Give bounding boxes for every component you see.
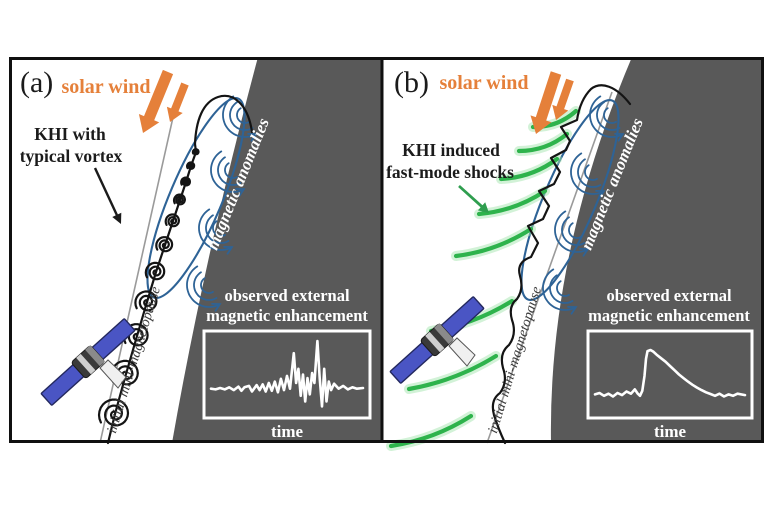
anomaly-arc-cluster (542, 268, 578, 315)
shock-arc (516, 131, 570, 154)
khi-vortex-spiral (144, 261, 166, 281)
inset-waveform (209, 339, 365, 408)
inset-xlabel: time (271, 422, 304, 441)
annotation-label-line2: fast-mode shocks (386, 162, 514, 182)
khi-vortex-spiral (134, 290, 158, 312)
planet-surface-region (172, 57, 381, 443)
inset-title-line2: magnetic enhancement (588, 306, 750, 325)
khi-vortex-chain (97, 148, 200, 427)
mini-magnetopause-label: initial mini-magnetopause (104, 284, 164, 435)
solar-wind-arrow-large (138, 69, 174, 133)
shock-arc-glow (451, 224, 536, 261)
anomaly-arc-cluster (198, 208, 234, 255)
inset-title-line2: magnetic enhancement (206, 306, 368, 325)
anomaly-arc-cluster (210, 150, 246, 197)
annotation-arrow (93, 167, 122, 224)
panel-b: (b) solar wind KHI induced fast-mode sho… (386, 57, 763, 451)
shock-arc (453, 226, 534, 259)
anomaly-arc-cluster (222, 95, 258, 142)
satellite-cone (99, 359, 127, 389)
mini-magnetopause-line (99, 94, 179, 444)
solar-wind-arrow-small (552, 78, 574, 120)
annotation-label-line1: KHI with (34, 124, 106, 144)
khi-vortex-spiral (97, 398, 130, 427)
khi-boundary-shocked (491, 84, 632, 445)
solar-wind-label: solar wind (61, 76, 150, 98)
anomaly-arc-clusters (542, 95, 625, 315)
satellite-icon (40, 318, 136, 406)
panel-a: (a) solar wind KHI with typical vortex m… (20, 57, 381, 445)
inset-chart: observed external magnetic enhancement t… (202, 286, 372, 441)
panel-label: (b) (394, 66, 429, 99)
inset-box (586, 329, 754, 420)
inset-xlabel: time (654, 422, 687, 441)
khi-vortex-spiral (164, 213, 180, 228)
figure-frame (9, 57, 764, 443)
satellite-band (76, 353, 96, 375)
inset-chart: observed external magnetic enhancement t… (586, 286, 754, 441)
shock-arc (388, 413, 474, 449)
solar-wind-arrow-large (530, 71, 562, 134)
khi-vortex-spiral (172, 193, 186, 206)
shock-arc (476, 188, 548, 217)
anomaly-loop (146, 97, 246, 299)
anomaly-arc-cluster (589, 95, 625, 142)
mini-magnetopause-line (486, 91, 613, 444)
solar-wind-arrow-small (166, 82, 189, 122)
satellite-icon (389, 296, 485, 384)
khi-vortex-spiral (191, 148, 200, 156)
khi-vortex-spiral (155, 236, 174, 253)
anomaly-arc-cluster (554, 210, 590, 257)
satellite-band (425, 331, 445, 353)
satellite-cone (448, 337, 476, 367)
annotation-label-line1: KHI induced (402, 140, 500, 160)
anomaly-arc-cluster (186, 265, 222, 312)
annotation-label-line2: typical vortex (20, 146, 123, 166)
inset-box (202, 329, 372, 420)
anomaly-arc-clusters (186, 95, 258, 312)
shock-arc (406, 353, 499, 392)
panel-label: (a) (20, 66, 53, 99)
planet-surface-region (550, 57, 763, 443)
annotation-arrow (458, 185, 489, 213)
shock-arc-glow (474, 186, 550, 219)
inset-title-line1: observed external (606, 286, 732, 305)
khi-vortex-spiral (180, 176, 191, 187)
inset-title-line1: observed external (224, 286, 350, 305)
satellite-band (434, 323, 455, 345)
satellite-band (85, 345, 106, 367)
inset-waveform (593, 348, 747, 398)
solar-wind-label: solar wind (439, 72, 528, 94)
anomaly-arc-cluster (570, 152, 606, 199)
khi-vortex-spiral (186, 161, 196, 170)
